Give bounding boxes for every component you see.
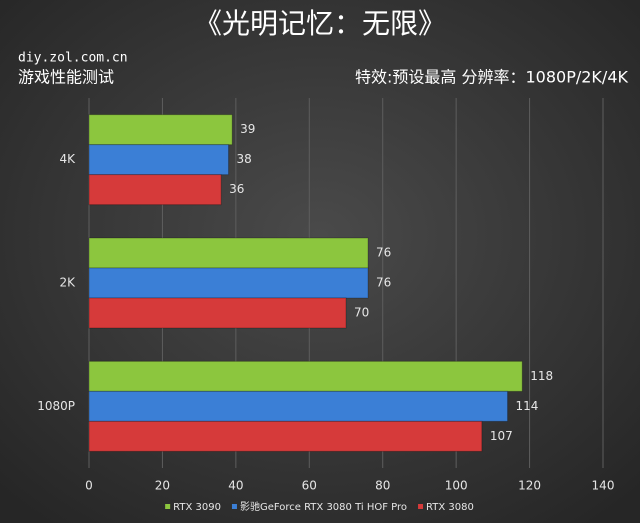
- y-tick-label: 1080P: [37, 399, 75, 413]
- value-label: 107: [490, 429, 513, 443]
- x-tick-label: 140: [592, 479, 615, 493]
- legend-label: RTX 3080: [426, 502, 474, 513]
- legend-swatch: [418, 504, 424, 509]
- x-tick-label: 20: [155, 479, 170, 493]
- value-label: 70: [354, 306, 369, 320]
- x-tick-label: 80: [375, 479, 390, 493]
- bar: [88, 237, 369, 269]
- value-label: 76: [376, 246, 391, 260]
- value-label: 38: [237, 152, 252, 166]
- chart-title: 《光明记忆：无限》: [194, 7, 446, 40]
- legend-label: 影驰GeForce RTX 3080 Ti HOF Pro: [240, 500, 407, 513]
- source: diy.zol.com.cn: [18, 51, 128, 66]
- bar: [88, 420, 483, 452]
- value-label: 114: [516, 399, 539, 413]
- y-tick-label: 2K: [59, 276, 76, 290]
- bar: [88, 297, 347, 329]
- value-label: 36: [229, 182, 244, 196]
- x-tick-label: 40: [228, 479, 243, 493]
- value-label: 118: [530, 369, 553, 383]
- value-label: 76: [376, 276, 391, 290]
- legend-swatch: [231, 504, 237, 509]
- x-tick-label: 60: [302, 479, 317, 493]
- x-tick-label: 0: [85, 479, 93, 493]
- x-tick-label: 120: [518, 479, 541, 493]
- bar: [88, 267, 369, 299]
- bar: [88, 390, 509, 422]
- bar: [88, 144, 230, 176]
- note: 特效:预设最高 分辨率：1080P/2K/4K: [355, 68, 628, 87]
- x-tick-label: 100: [445, 479, 468, 493]
- subtitle: 游戏性能测试: [18, 68, 114, 87]
- y-tick-label: 4K: [59, 152, 76, 166]
- value-label: 39: [240, 122, 255, 136]
- bar: [88, 174, 222, 206]
- legend-label: RTX 3090: [173, 502, 221, 513]
- bar: [88, 114, 233, 146]
- bar: [88, 360, 523, 392]
- legend-swatch: [165, 504, 171, 509]
